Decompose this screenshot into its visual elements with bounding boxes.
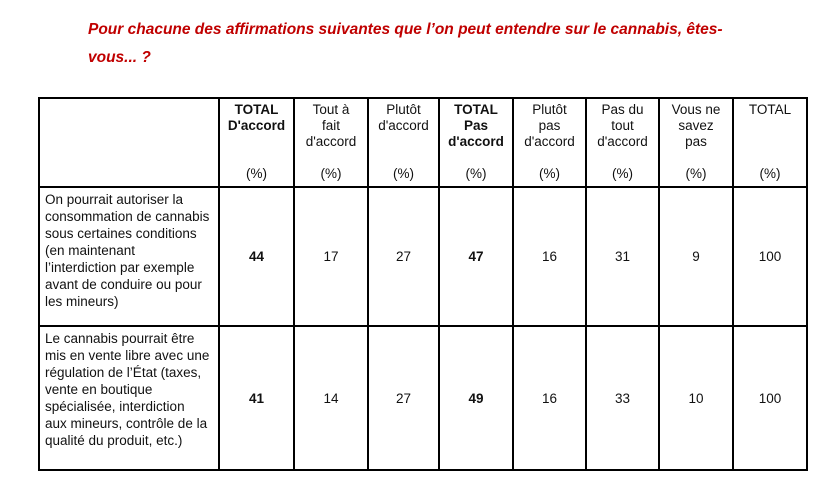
- header-unit: (%): [539, 166, 560, 181]
- statement-cell: Le cannabis pourrait être mis en vente l…: [38, 325, 220, 471]
- header-unit: (%): [759, 166, 781, 181]
- header-vous-ne-savez-pas: Vous ne savez pas (%): [658, 97, 734, 188]
- value-cell: 100: [732, 186, 808, 327]
- document-page: Pour chacune des affirmations suivantes …: [0, 16, 832, 471]
- value-cell: 27: [367, 325, 440, 471]
- table-row-statement-2: Le cannabis pourrait être mis en vente l…: [38, 325, 808, 471]
- header-label: Tout à fait d'accord: [305, 102, 357, 149]
- value-cell: 33: [585, 325, 660, 471]
- value-cell: 16: [512, 325, 587, 471]
- header-plutot-pas-daccord: Plutôt pas d'accord (%): [512, 97, 587, 188]
- value-cell: 44: [218, 186, 295, 327]
- value-cell: 47: [438, 186, 514, 327]
- value-cell: 100: [732, 325, 808, 471]
- value-cell: 14: [293, 325, 369, 471]
- header-unit: (%): [246, 166, 267, 181]
- header-plutot-daccord: Plutôt d'accord (%): [367, 97, 440, 188]
- value-cell: 10: [658, 325, 734, 471]
- results-table: TOTAL D'accord (%) Tout à fait d'accord …: [38, 97, 808, 471]
- header-label: TOTAL D'accord: [227, 102, 286, 133]
- header-unit: (%): [465, 166, 487, 181]
- header-unit: (%): [612, 166, 633, 181]
- value-cell: 41: [218, 325, 295, 471]
- header-label: Plutôt pas d'accord: [524, 102, 575, 149]
- value-cell: 49: [438, 325, 514, 471]
- header-tout-a-fait-daccord: Tout à fait d'accord (%): [293, 97, 369, 188]
- header-unit: (%): [320, 166, 342, 181]
- header-total-agree: TOTAL D'accord (%): [218, 97, 295, 188]
- value-cell: 31: [585, 186, 660, 327]
- header-row: TOTAL D'accord (%) Tout à fait d'accord …: [38, 97, 808, 188]
- header-total: TOTAL (%): [732, 97, 808, 188]
- statement-cell: On pourrait autoriser la consommation de…: [38, 186, 220, 327]
- value-cell: 9: [658, 186, 734, 327]
- corner-cell: [38, 97, 220, 188]
- header-label: Plutôt d'accord: [378, 102, 429, 133]
- header-total-disagree: TOTAL Pas d'accord (%): [438, 97, 514, 188]
- value-cell: 16: [512, 186, 587, 327]
- header-label: TOTAL: [748, 102, 792, 117]
- header-label: Pas du tout d'accord: [597, 102, 648, 149]
- value-cell: 17: [293, 186, 369, 327]
- header-unit: (%): [685, 166, 707, 181]
- value-cell: 27: [367, 186, 440, 327]
- header-pas-du-tout-daccord: Pas du tout d'accord (%): [585, 97, 660, 188]
- header-label: Vous ne savez pas: [671, 102, 721, 149]
- header-label: TOTAL Pas d'accord: [448, 102, 504, 149]
- header-unit: (%): [393, 166, 414, 181]
- table-row-statement-1: On pourrait autoriser la consommation de…: [38, 186, 808, 327]
- survey-question-title: Pour chacune des affirmations suivantes …: [88, 21, 723, 66]
